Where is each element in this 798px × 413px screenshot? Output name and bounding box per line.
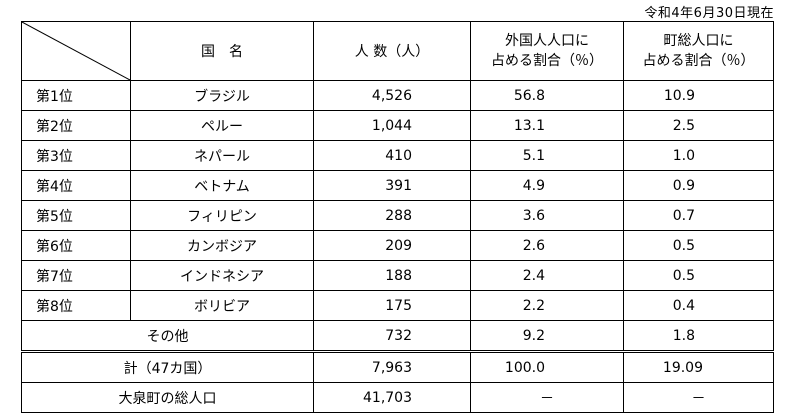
town-share-header-line2: 占める割合（％） (642, 53, 755, 69)
country-header: 国 名 (130, 21, 314, 81)
town-share-cell: 1.0 (623, 140, 774, 171)
town-share-cell: 0.4 (623, 290, 774, 321)
table-row: 第2位 ペルー 1,044 13.1 2.5 (21, 110, 774, 141)
rank-cell: 第6位 (21, 230, 131, 261)
as-of-date-caption: 令和4年6月30日現在 (644, 6, 774, 21)
header-row: 国 名 人 数（人） 外国人人口に 占める割合（％） 町総人口に 占める割合（％… (21, 21, 774, 81)
country-cell: ブラジル (130, 80, 314, 111)
town-share-cell: 2.5 (623, 110, 774, 141)
town-share-cell: 0.5 (623, 230, 774, 261)
count-cell: 391 (313, 170, 471, 201)
other-town-share-cell: 1.8 (623, 320, 774, 352)
total-label-cell: 計（47カ国） (21, 350, 314, 383)
country-cell: フィリピン (130, 200, 314, 231)
table-row: 第4位 ベトナム 391 4.9 0.9 (21, 170, 774, 201)
population-header: 人 数（人） (313, 21, 471, 81)
rank-cell: 第7位 (21, 260, 131, 291)
foreign-share-cell: 4.9 (470, 170, 624, 201)
foreign-share-header-line1: 外国人人口に (505, 33, 589, 49)
foreign-share-header: 外国人人口に 占める割合（％） (470, 21, 624, 81)
total-town-share-cell: 19.09 (623, 350, 774, 383)
rank-cell: 第4位 (21, 170, 131, 201)
total-count-cell: 7,963 (313, 350, 471, 383)
table-row: 第7位 インドネシア 188 2.4 0.5 (21, 260, 774, 291)
foreign-share-cell: 2.4 (470, 260, 624, 291)
town-share-cell: 0.9 (623, 170, 774, 201)
town-total-foreign-share-cell: － (470, 382, 624, 413)
rank-cell: 第8位 (21, 290, 131, 321)
table-row: 第5位 フィリピン 288 3.6 0.7 (21, 200, 774, 231)
total-row: 計（47カ国） 7,963 100.0 19.09 (21, 350, 774, 383)
foreign-share-header-line2: 占める割合（％） (491, 53, 603, 69)
country-cell: インドネシア (130, 260, 314, 291)
table-row: 第3位 ネパール 410 5.1 1.0 (21, 140, 774, 171)
country-cell: ボリビア (130, 290, 314, 321)
rank-cell: 第2位 (21, 110, 131, 141)
foreign-share-cell: 5.1 (470, 140, 624, 171)
foreign-share-cell: 13.1 (470, 110, 624, 141)
country-cell: ベトナム (130, 170, 314, 201)
table-row: 第6位 カンボジア 209 2.6 0.5 (21, 230, 774, 261)
table-row: 第1位 ブラジル 4,526 56.8 10.9 (21, 80, 774, 111)
total-foreign-share-cell: 100.0 (470, 350, 624, 383)
rank-cell: 第1位 (21, 80, 131, 111)
count-cell: 410 (313, 140, 471, 171)
town-share-cell: 10.9 (623, 80, 774, 111)
rank-cell: 第5位 (21, 200, 131, 231)
town-share-header: 町総人口に 占める割合（％） (623, 21, 774, 81)
town-total-count-cell: 41,703 (313, 382, 471, 413)
foreign-share-cell: 3.6 (470, 200, 624, 231)
town-share-cell: 0.7 (623, 200, 774, 231)
rank-cell: 第3位 (21, 140, 131, 171)
town-share-cell: 0.5 (623, 260, 774, 291)
foreign-share-cell: 56.8 (470, 80, 624, 111)
country-cell: ネパール (130, 140, 314, 171)
count-cell: 288 (313, 200, 471, 231)
town-total-label-cell: 大泉町の総人口 (21, 382, 314, 413)
other-foreign-share-cell: 9.2 (470, 320, 624, 352)
count-cell: 4,526 (313, 80, 471, 111)
count-cell: 175 (313, 290, 471, 321)
count-cell: 188 (313, 260, 471, 291)
count-cell: 209 (313, 230, 471, 261)
other-count-cell: 732 (313, 320, 471, 352)
other-row: その他 732 9.2 1.8 (21, 320, 774, 352)
town-share-header-line1: 町総人口に (663, 33, 734, 49)
other-label-cell: その他 (21, 320, 314, 352)
corner-diagonal-cell (21, 21, 131, 81)
country-cell: ペルー (130, 110, 314, 141)
town-total-town-share-cell: － (623, 382, 774, 413)
table-row: 第8位 ボリビア 175 2.2 0.4 (21, 290, 774, 321)
foreign-share-cell: 2.2 (470, 290, 624, 321)
diagonal-line (22, 22, 130, 80)
foreign-share-cell: 2.6 (470, 230, 624, 261)
town-total-row: 大泉町の総人口 41,703 － － (21, 382, 774, 413)
count-cell: 1,044 (313, 110, 471, 141)
foreign-population-table: 国 名 人 数（人） 外国人人口に 占める割合（％） 町総人口に 占める割合（％… (21, 21, 774, 413)
country-cell: カンボジア (130, 230, 314, 261)
